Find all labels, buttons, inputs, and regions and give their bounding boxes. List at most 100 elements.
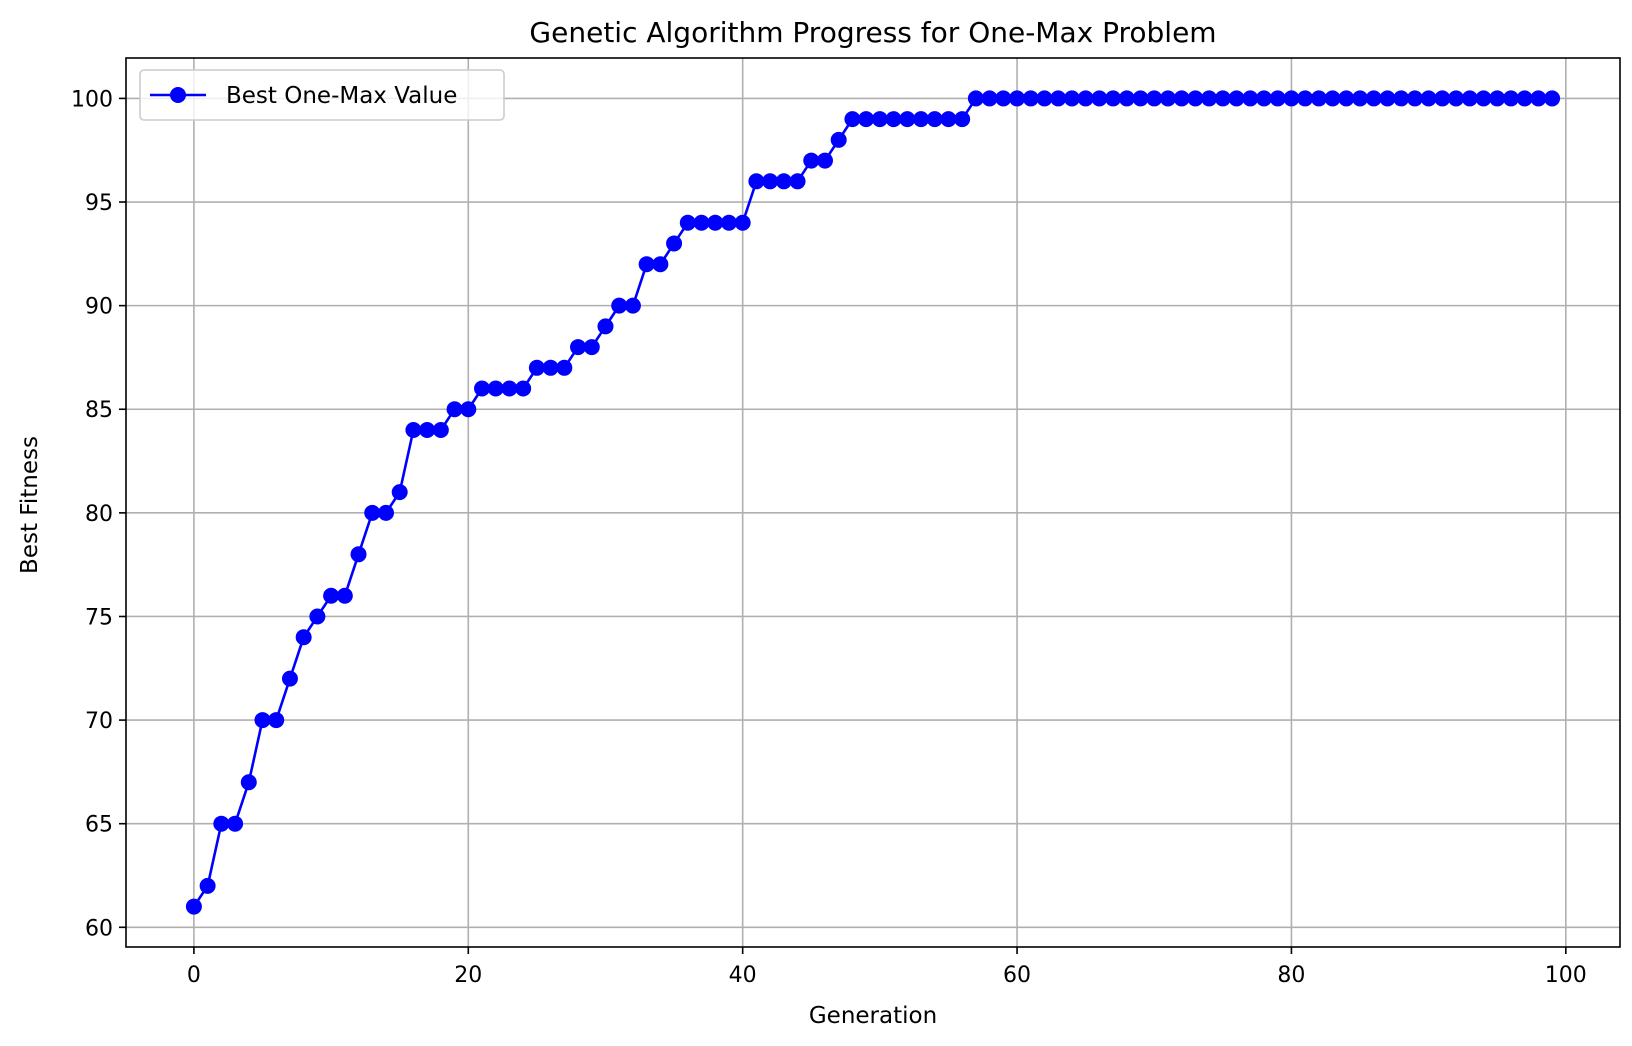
data-point (844, 111, 861, 128)
data-point (762, 173, 779, 190)
y-tick-label: 65 (85, 813, 113, 838)
data-point (213, 815, 230, 832)
data-point (1502, 90, 1519, 107)
y-tick-label: 95 (85, 191, 113, 216)
data-point (1022, 90, 1039, 107)
data-point (1255, 90, 1272, 107)
data-point (1146, 90, 1163, 107)
data-point (1283, 90, 1300, 107)
data-point (185, 898, 202, 915)
data-point (419, 421, 436, 438)
data-point (405, 421, 422, 438)
y-tick-label: 100 (71, 87, 113, 112)
grid (126, 58, 1620, 947)
axis-ticks: 0 20 40 60 80 100 60 65 70 75 80 85 90 95 100 (71, 87, 1587, 988)
x-tick-label: 0 (187, 963, 201, 988)
data-point (1475, 90, 1492, 107)
data-point (432, 421, 449, 438)
data-point (487, 380, 504, 397)
data-point (597, 318, 614, 335)
data-point (268, 712, 285, 729)
x-axis-label: Generation (809, 1003, 937, 1029)
data-point (1297, 90, 1314, 107)
data-point (1036, 90, 1053, 107)
data-point (1105, 90, 1122, 107)
data-point (1379, 90, 1396, 107)
data-point (830, 131, 847, 148)
data-point (1009, 90, 1026, 107)
data-point (789, 173, 806, 190)
series-line (192, 97, 1553, 908)
data-point (1489, 90, 1506, 107)
data-point (967, 90, 984, 107)
data-point (1448, 90, 1465, 107)
data-point (1516, 90, 1533, 107)
data-point (391, 484, 408, 501)
data-point (1214, 90, 1231, 107)
legend-marker (170, 87, 186, 103)
data-point (720, 214, 737, 231)
series-layer (185, 90, 1561, 915)
data-point (1201, 90, 1218, 107)
data-point (1242, 90, 1259, 107)
data-point (871, 111, 888, 128)
data-point (611, 297, 628, 314)
data-point (899, 111, 916, 128)
y-tick-label: 90 (85, 295, 113, 320)
data-point (1091, 90, 1108, 107)
data-point (570, 339, 587, 356)
data-point (542, 359, 559, 376)
data-point (336, 587, 353, 604)
data-point (254, 712, 271, 729)
data-point (926, 111, 943, 128)
data-point (1544, 90, 1561, 107)
data-point (1269, 90, 1286, 107)
data-point (748, 173, 765, 190)
legend-label: Best One-Max Value (226, 83, 457, 109)
data-point (981, 90, 998, 107)
data-point (707, 214, 724, 231)
y-tick-label: 85 (85, 398, 113, 423)
data-point (240, 774, 257, 791)
data-point (515, 380, 532, 397)
data-point (460, 401, 477, 418)
data-point (1352, 90, 1369, 107)
data-point (638, 256, 655, 273)
data-point (940, 111, 957, 128)
data-point (1310, 90, 1327, 107)
data-point (693, 214, 710, 231)
y-tick-label: 60 (85, 916, 113, 941)
data-point (666, 235, 683, 252)
data-point (1132, 90, 1149, 107)
data-point (858, 111, 875, 128)
y-tick-label: 75 (85, 605, 113, 630)
data-point (583, 339, 600, 356)
legend-box (139, 69, 505, 121)
data-point (528, 359, 545, 376)
plot-frame (125, 57, 1621, 948)
data-point (1187, 90, 1204, 107)
data-point (803, 152, 820, 169)
data-point (1420, 90, 1437, 107)
data-point (679, 214, 696, 231)
data-point (1434, 90, 1451, 107)
data-point (281, 670, 298, 687)
data-point (1063, 90, 1080, 107)
data-point (1228, 90, 1245, 107)
data-point (1077, 90, 1094, 107)
data-point (199, 877, 216, 894)
x-tick-label: 20 (454, 963, 482, 988)
x-tick-label: 100 (1545, 963, 1587, 988)
x-tick-label: 40 (729, 963, 757, 988)
data-point (446, 401, 463, 418)
data-point (734, 214, 751, 231)
data-point (624, 297, 641, 314)
data-point (1461, 90, 1478, 107)
data-point (501, 380, 518, 397)
data-point (474, 380, 491, 397)
data-point (775, 173, 792, 190)
data-point (913, 111, 930, 128)
data-point (1338, 90, 1355, 107)
data-point (309, 608, 326, 625)
data-point (1365, 90, 1382, 107)
